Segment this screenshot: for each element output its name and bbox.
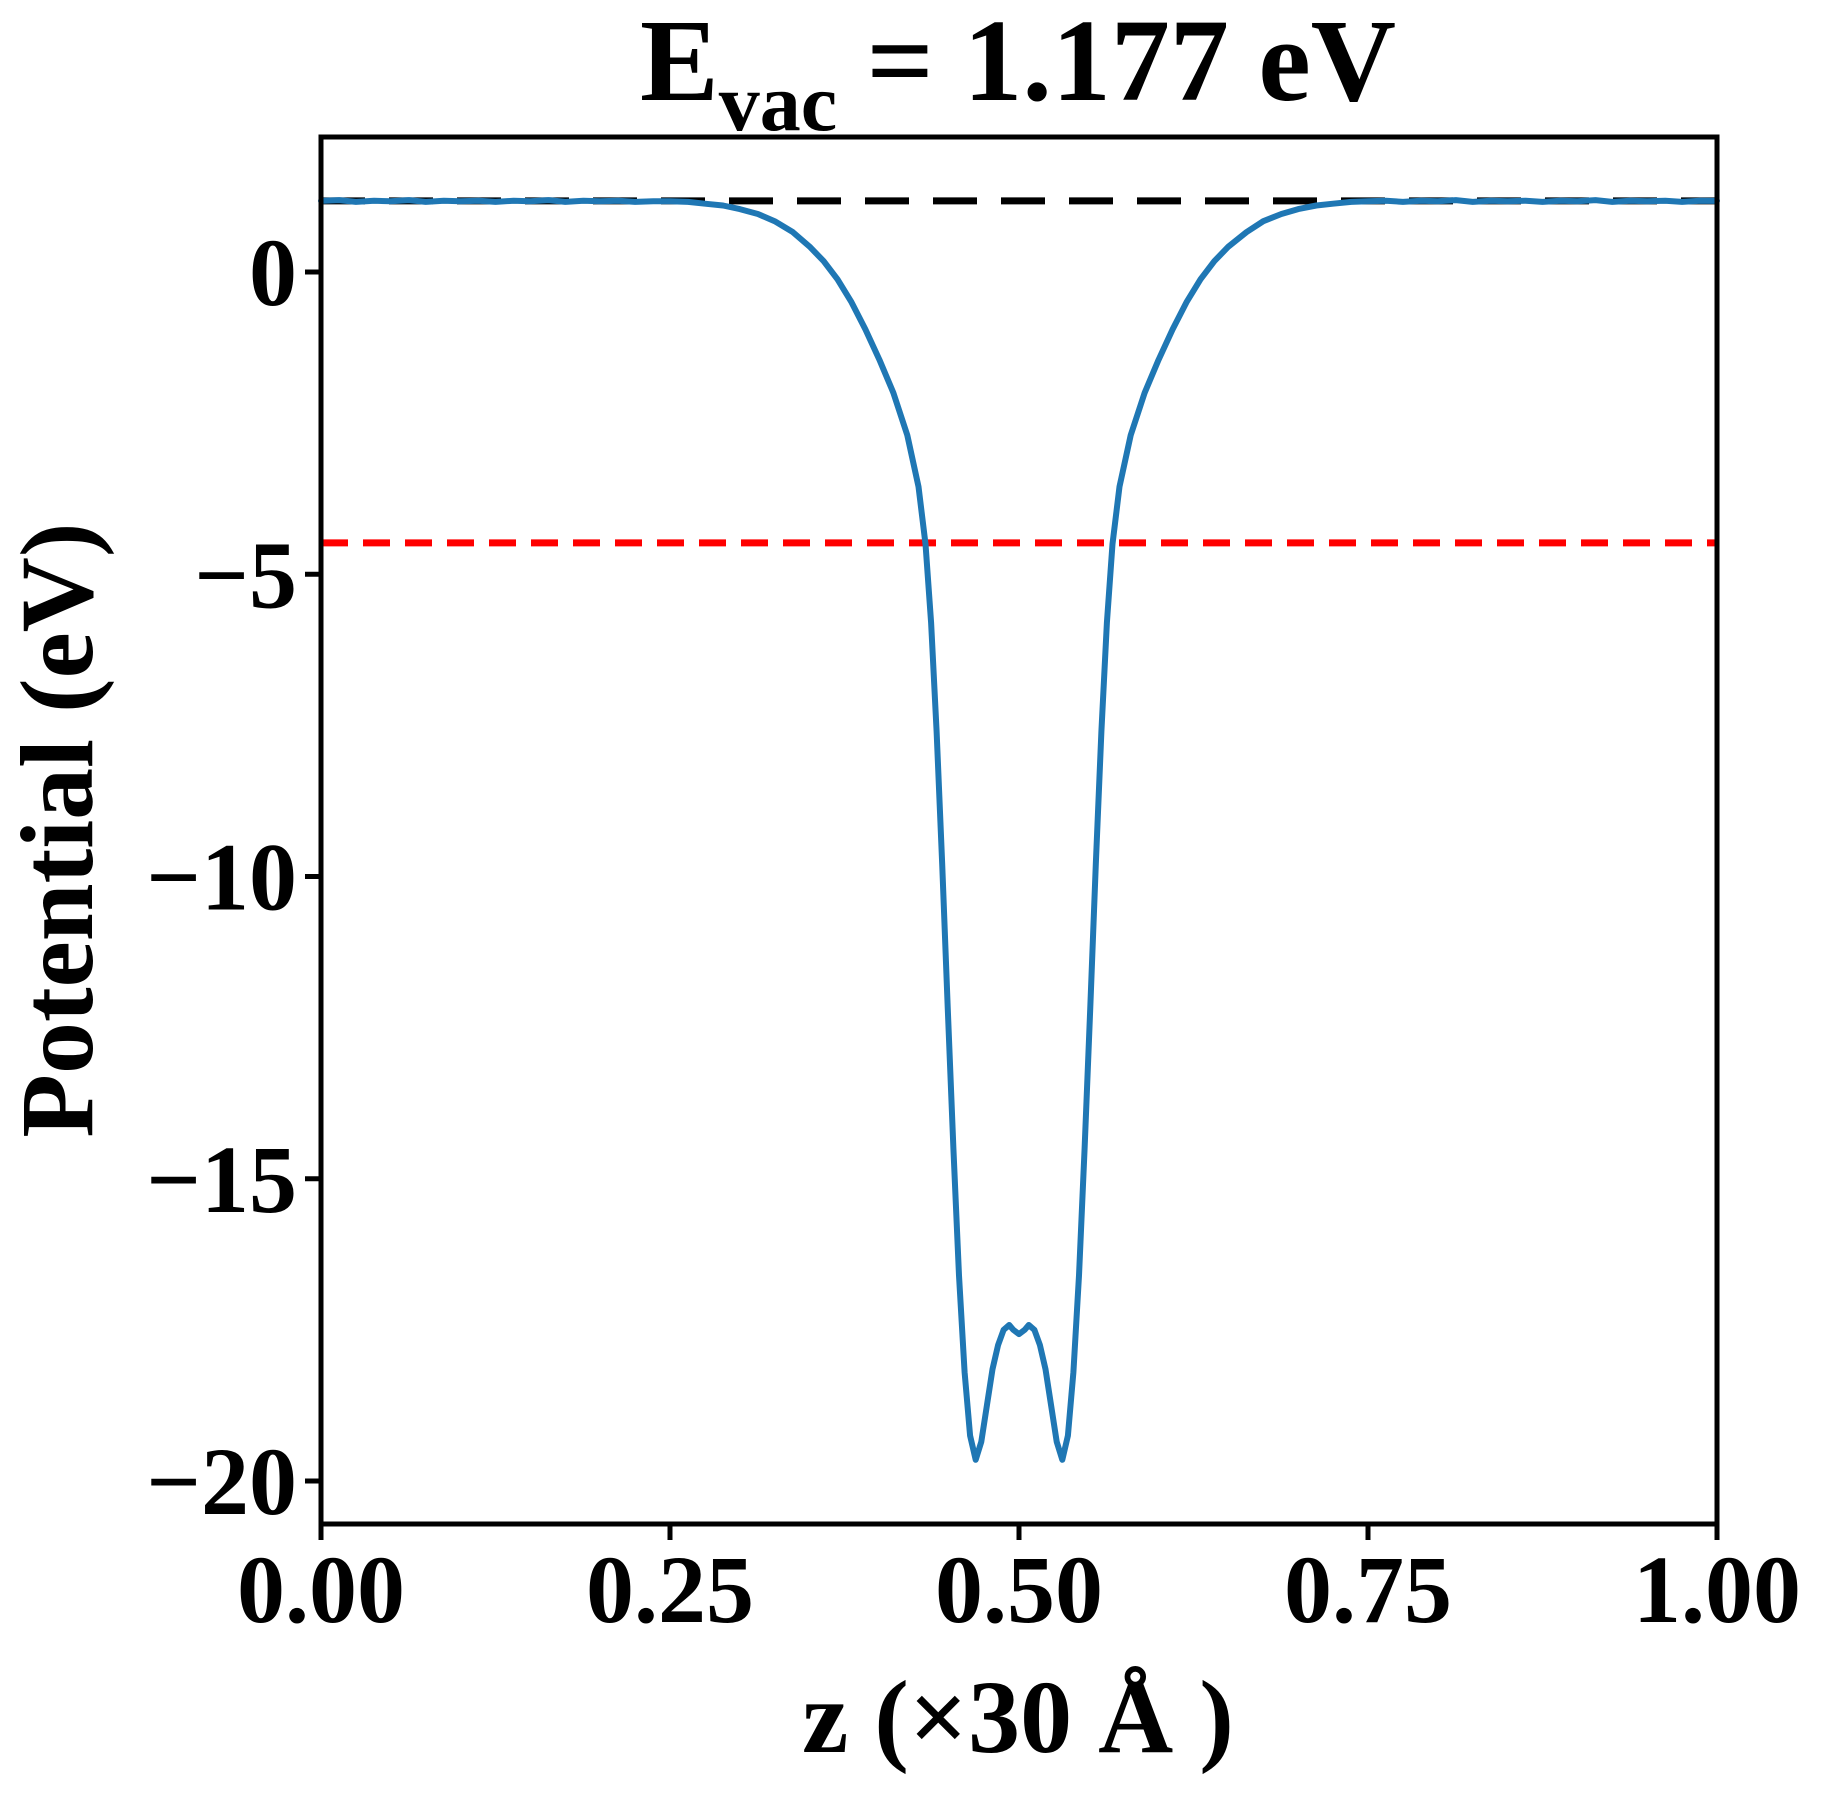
axes-frame xyxy=(318,134,1720,1527)
y-tick-label: 0 xyxy=(249,219,297,326)
x-tick-label: 0.75 xyxy=(1284,1536,1452,1643)
y-tick-label: −5 xyxy=(194,521,297,628)
y-tick-label: −20 xyxy=(146,1428,297,1535)
x-tick-label: 0.00 xyxy=(237,1536,405,1643)
y-tick-label: −15 xyxy=(146,1126,297,1233)
plot-content: 0.00 0.25 0.50 0.75 1.00 0 −5 −10 −15 −20 xyxy=(146,134,1801,1643)
y-tick-label: −10 xyxy=(146,824,297,931)
potential-curve xyxy=(318,197,1720,1463)
y-axis-label: Potential (eV) xyxy=(0,522,115,1137)
x-axis-label: z (×30 Å ) xyxy=(802,1660,1234,1775)
x-tick-label: 0.25 xyxy=(586,1536,754,1643)
x-tick-label: 1.00 xyxy=(1633,1536,1801,1643)
plot-title: Evac = 1.177 eV xyxy=(640,0,1396,148)
title-rest: = 1.177 eV xyxy=(837,0,1396,126)
title-base: E xyxy=(640,0,719,126)
x-tick-label: 0.50 xyxy=(935,1536,1103,1643)
title-subscript: vac xyxy=(719,57,837,148)
